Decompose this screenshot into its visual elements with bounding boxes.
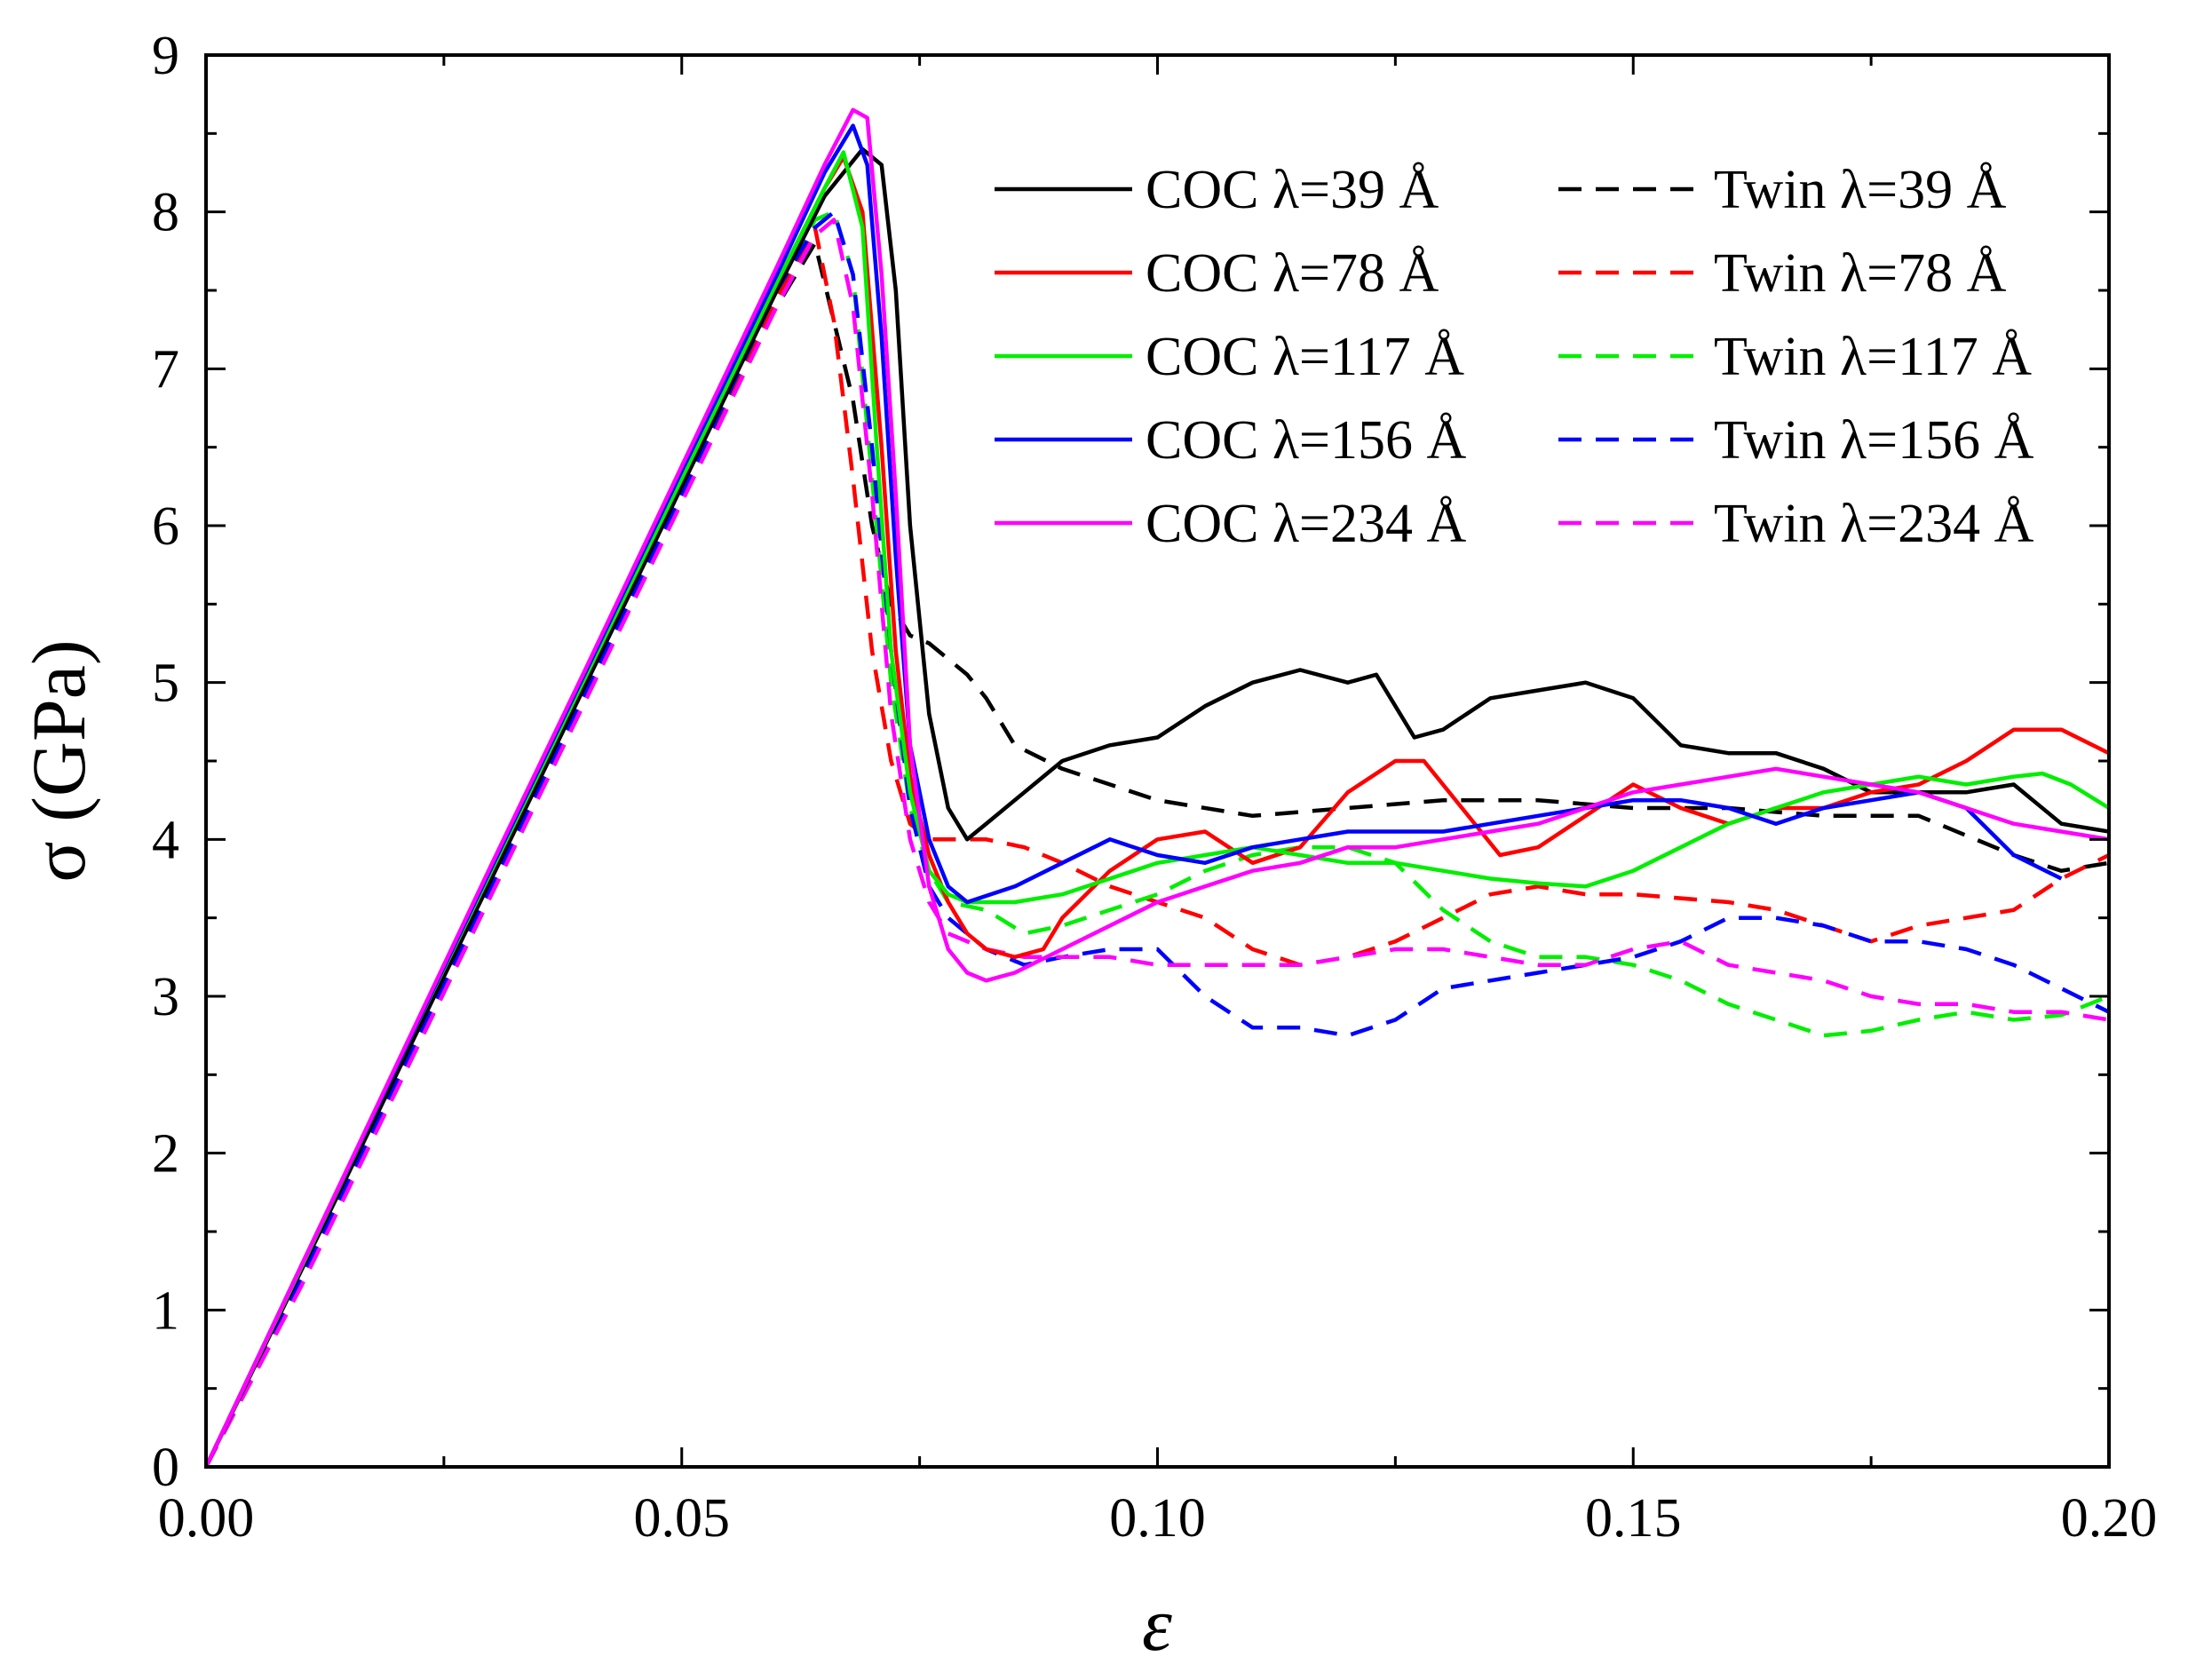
series-line-coc-156 (206, 123, 2063, 1467)
legend-label: COC λ=156 Å (1146, 410, 1467, 471)
legend-label: COC λ=234 Å (1146, 494, 1467, 554)
y-tick-label: 3 (152, 967, 179, 1027)
y-tick-label: 8 (152, 183, 179, 243)
y-tick-label: 1 (152, 1280, 179, 1341)
legend-label: Twin λ=78 Å (1714, 243, 2007, 304)
y-tick-label: 9 (152, 26, 179, 86)
y-tick-label: 5 (152, 654, 179, 714)
legend-label: Twin λ=117 Å (1714, 327, 2032, 387)
y-tick-label: 2 (152, 1124, 179, 1185)
series-line-coc-117 (206, 150, 2109, 1467)
legend-label: Twin λ=39 Å (1714, 160, 2007, 220)
series-line-twin-234 (206, 218, 2109, 1467)
series-line-twin-156 (206, 210, 2109, 1467)
y-tick-label: 4 (152, 810, 179, 870)
y-axis-title: σ (GPa) (16, 639, 101, 882)
legend: COC λ=39 Å Twin λ=39 Å COC λ=78 Å Twin λ=78… (995, 160, 2034, 554)
x-tick-label: 0.05 (634, 1488, 731, 1549)
plot-area (206, 107, 2109, 1467)
legend-label: COC λ=39 Å (1146, 160, 1439, 220)
x-tick-label: 0.15 (1585, 1488, 1682, 1549)
legend-label: COC λ=78 Å (1146, 243, 1439, 304)
legend-label: COC λ=117 Å (1146, 327, 1464, 387)
x-axis-title: ε (1142, 1581, 1172, 1667)
series-line-coc-234 (206, 107, 2109, 1467)
y-tick-label: 0 (152, 1438, 179, 1498)
legend-label: Twin λ=156 Å (1714, 410, 2034, 471)
y-tick-label: 6 (152, 496, 179, 557)
x-tick-label: 0.00 (158, 1488, 255, 1549)
x-tick-label: 0.10 (1109, 1488, 1206, 1549)
axis-ticks: 0.00 0.05 0.10 0.15 0.20 0 1 2 3 4 5 6 7 8 9 (152, 26, 2157, 1549)
legend-label: Twin λ=234 Å (1714, 494, 2034, 554)
y-tick-label: 7 (152, 339, 179, 400)
x-tick-label: 0.20 (2061, 1488, 2158, 1549)
series-line-coc-39 (206, 147, 2109, 1467)
